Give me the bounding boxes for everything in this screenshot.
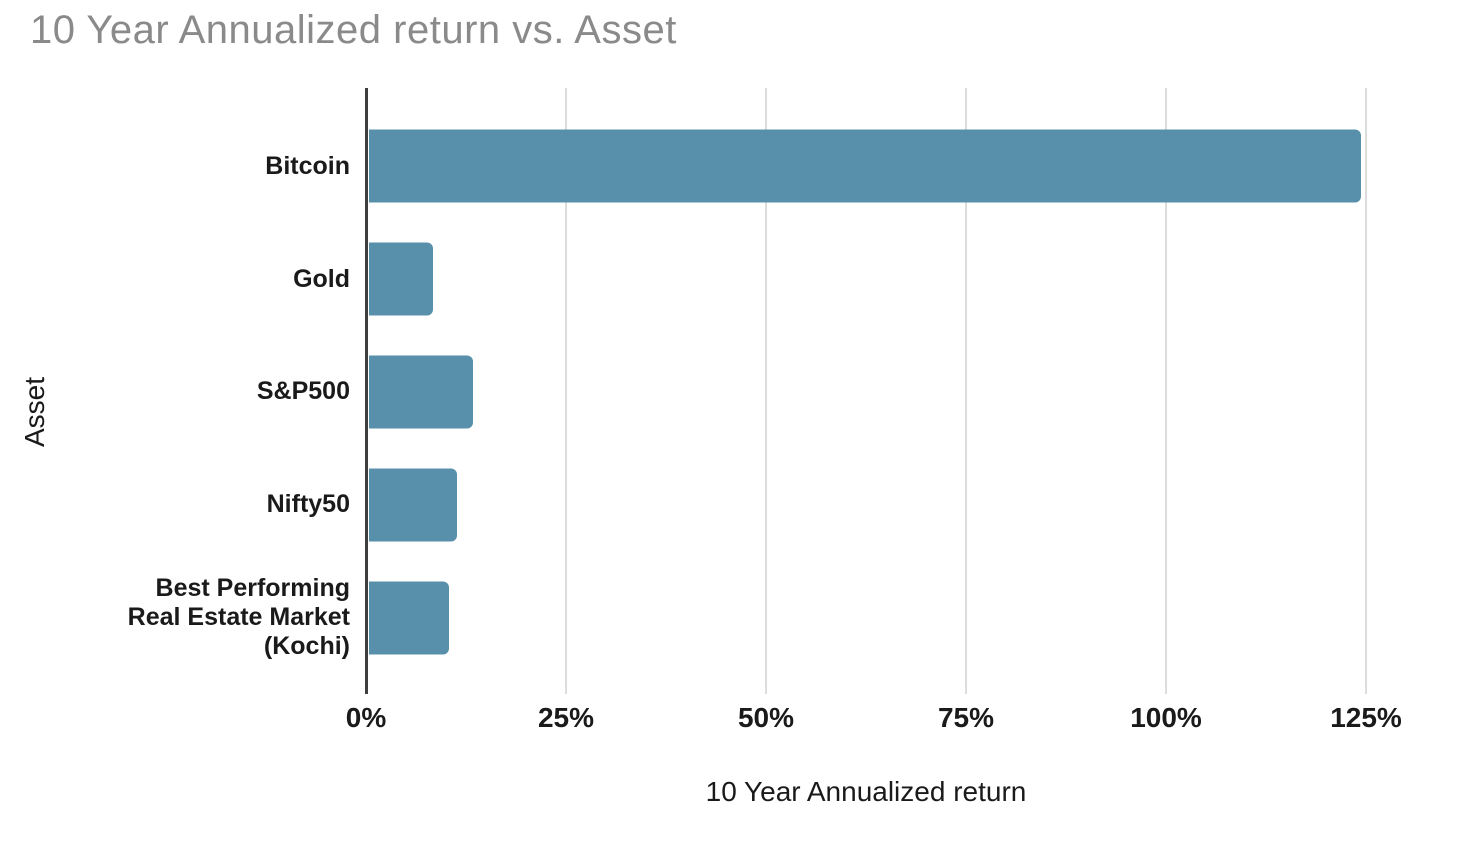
gridline (765, 88, 767, 694)
category-label: Best Performing Real Estate Market (Koch… (127, 574, 350, 661)
category-label: Bitcoin (265, 151, 350, 180)
gridline (1165, 88, 1167, 694)
gridline (965, 88, 967, 694)
category-label: Nifty50 (266, 490, 350, 519)
bar-band (369, 110, 1446, 223)
bar-best-performing-real-estate-market-kochi (369, 581, 449, 655)
chart-title: 10 Year Annualized return vs. Asset (30, 8, 677, 52)
x-tick-label: 125% (1330, 702, 1402, 733)
x-tick-label: 25% (537, 702, 595, 733)
category-labels: Bitcoin Gold S&P500 Nifty50 Best Performing … (0, 110, 350, 674)
x-axis-title: 10 Year Annualized return (705, 776, 1027, 807)
category-label: S&P500 (256, 377, 350, 406)
y-axis-line (365, 88, 368, 694)
bars-container (369, 110, 1446, 674)
bar-band (369, 448, 1446, 561)
category-label: Gold (293, 264, 350, 293)
x-tick-label: 50% (737, 702, 795, 733)
bar-gold (369, 242, 433, 316)
bar-bitcoin (369, 129, 1361, 203)
bar-s-p500 (369, 355, 473, 429)
x-tick-label: 75% (937, 702, 995, 733)
x-tick-label: 100% (1130, 702, 1202, 733)
bar-band (369, 223, 1446, 336)
bar-nifty50 (369, 468, 457, 542)
bar-band (369, 561, 1446, 674)
gridline (1365, 88, 1367, 694)
gridline (565, 88, 567, 694)
bar-band (369, 336, 1446, 449)
x-tick-label: 0% (345, 702, 387, 733)
plot-area: 0% 25% 50% 75% 100% 125% (346, 88, 1446, 733)
